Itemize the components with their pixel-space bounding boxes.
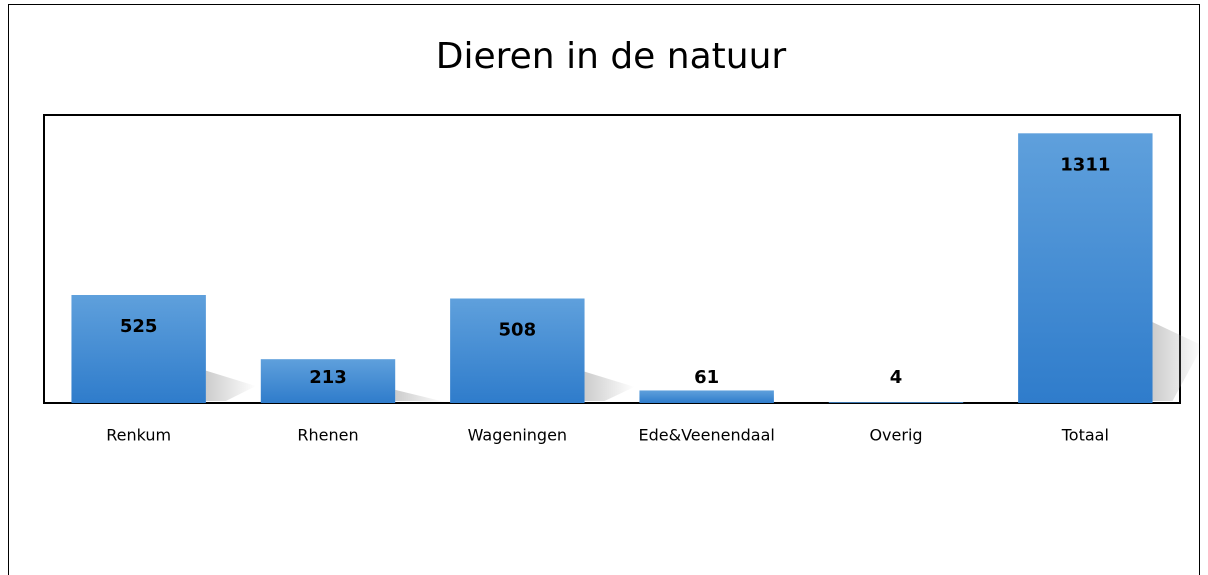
bar-shadow xyxy=(205,370,256,401)
x-tick-label: Rhenen xyxy=(297,426,358,445)
data-label: 508 xyxy=(499,319,537,340)
x-tick-label: Renkum xyxy=(106,426,171,445)
chart-title: Dieren in de natuur xyxy=(436,36,787,77)
data-label: 213 xyxy=(309,367,347,388)
bar-shadow xyxy=(584,371,635,401)
x-tick-label: Overig xyxy=(869,426,922,445)
x-tick-label: Ede&Veenendaal xyxy=(639,426,775,445)
data-label: 1311 xyxy=(1060,154,1110,175)
bar xyxy=(639,390,774,403)
bar xyxy=(1018,133,1153,403)
bar xyxy=(828,402,964,403)
x-tick-label: Totaal xyxy=(1061,426,1109,445)
bar xyxy=(260,359,396,403)
data-label: 4 xyxy=(890,367,903,388)
x-tick-label: Wageningen xyxy=(468,426,567,445)
plot-frame xyxy=(43,114,1181,404)
bar-shadow xyxy=(1152,322,1203,401)
chart-border xyxy=(8,4,1200,575)
bar-shadow xyxy=(395,389,446,403)
bar xyxy=(71,295,206,403)
bar xyxy=(450,298,585,403)
data-label: 525 xyxy=(120,316,158,337)
data-label: 61 xyxy=(694,367,719,388)
